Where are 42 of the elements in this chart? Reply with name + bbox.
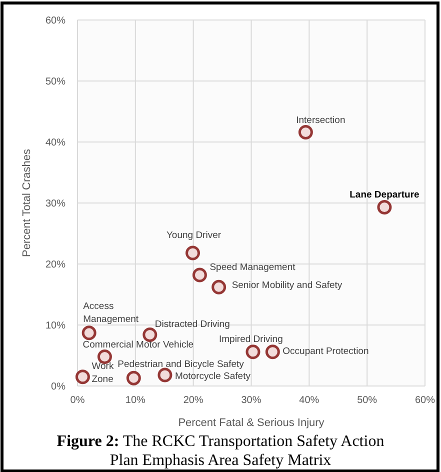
x-tick-label: 20% xyxy=(183,395,204,406)
y-tick-label: 0% xyxy=(51,382,66,392)
annotation: Speed Management xyxy=(210,262,296,273)
y-tick-label: 10% xyxy=(45,320,66,332)
annotation: Young Driver xyxy=(166,230,222,242)
point xyxy=(377,200,392,215)
y-tick-label: 50% xyxy=(45,76,66,88)
point xyxy=(212,280,226,294)
point xyxy=(265,344,280,360)
annotation: Access Management xyxy=(83,300,139,325)
x-tick-label: 10% xyxy=(125,395,146,406)
x-tick-label: 60% xyxy=(414,395,436,406)
point xyxy=(158,368,172,382)
annotation: Work Zone xyxy=(92,360,114,385)
y-tick-label: 30% xyxy=(45,198,66,210)
point xyxy=(82,326,96,340)
point xyxy=(186,246,200,260)
point xyxy=(298,125,313,140)
annotation: Distracted Driving xyxy=(154,318,230,330)
annotation: Impired Driving xyxy=(218,334,283,345)
point xyxy=(246,344,260,360)
annotation: Occupant Protection xyxy=(282,346,369,357)
point xyxy=(192,268,207,282)
x-axis-title: Percent Fatal & Serious Injury xyxy=(178,417,325,429)
text: Figure 2: The RCKC Transportation Safety Action Plan Emphasis Area Safety Matrix xyxy=(56,433,384,469)
annotation: Senior Mobility and Safety xyxy=(232,280,342,292)
y-tick-label: 20% xyxy=(45,260,66,270)
point xyxy=(126,370,141,386)
x-tick-label: 30% xyxy=(241,395,262,406)
annotation: Motorcycle Safety xyxy=(174,371,251,382)
y-axis-title: Percent Total Crashes xyxy=(21,148,33,258)
x-tick-label: 50% xyxy=(357,395,378,406)
annotation: Commercial Motor Vehicle xyxy=(82,340,194,351)
y-tick-label: 60% xyxy=(45,16,66,26)
point xyxy=(142,328,158,342)
y-tick-label: 40% xyxy=(45,138,66,148)
x-tick-label: 0% xyxy=(70,395,85,406)
annotation: Intersection xyxy=(296,115,346,126)
annotation: Lane Departure xyxy=(350,189,420,200)
point xyxy=(75,370,90,384)
x-tick-label: 40% xyxy=(299,395,320,406)
annotation: Pedestrian and Bicycle Safety xyxy=(118,359,244,370)
